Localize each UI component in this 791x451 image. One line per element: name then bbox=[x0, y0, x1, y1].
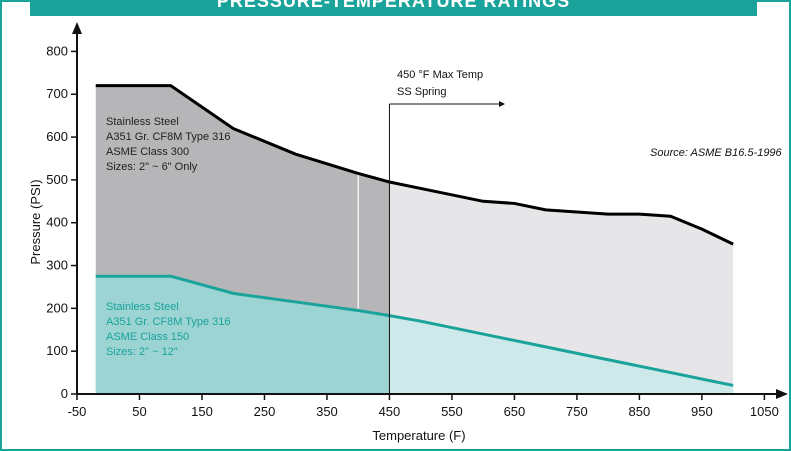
class150-line bbox=[95, 274, 734, 387]
x-tick-label: 550 bbox=[441, 404, 463, 419]
class150-area-right bbox=[389, 315, 734, 394]
y-tick-label: 100 bbox=[46, 343, 68, 358]
class300-note-line: ASME Class 300 bbox=[106, 146, 189, 158]
x-tick-label: 850 bbox=[629, 404, 651, 419]
y-tick-label: 700 bbox=[46, 86, 68, 101]
y-tick-label: 500 bbox=[46, 172, 68, 187]
x-axis-title: Temperature (F) bbox=[372, 428, 465, 443]
y-tick-label: 800 bbox=[46, 43, 68, 58]
class300-note-line: Stainless Steel bbox=[106, 116, 179, 128]
series-lines bbox=[95, 84, 734, 387]
tick-labels: 0 100 200 300 400 500 600 700 800 -50 50 150 250 350 4… bbox=[46, 43, 779, 419]
class150-note-line: Stainless Steel bbox=[106, 301, 179, 313]
class300-note-line: A351 Gr. CF8M Type 316 bbox=[106, 131, 231, 143]
y-tick-label: 300 bbox=[46, 258, 68, 273]
class300-note-line: Sizes: 2" ~ 6" Only bbox=[106, 161, 198, 173]
x-axis-arrow-icon bbox=[776, 389, 788, 399]
y-tick-label: 400 bbox=[46, 215, 68, 230]
class150-note-line: A351 Gr. CF8M Type 316 bbox=[106, 316, 231, 328]
x-tick-label: 150 bbox=[191, 404, 213, 419]
class150-note-line: ASME Class 150 bbox=[106, 331, 189, 343]
max-temp-annotation: 450 °F Max Temp SS Spring bbox=[388, 69, 505, 394]
source-note: Source: ASME B16.5-1996 bbox=[650, 147, 783, 159]
x-tick-label: 950 bbox=[691, 404, 713, 419]
x-tick-label: 250 bbox=[254, 404, 276, 419]
chart-title: PRESSURE-TEMPERATURE RATINGS bbox=[30, 0, 757, 16]
y-axis-arrow-icon bbox=[72, 22, 82, 34]
class150-note: Stainless Steel A351 Gr. CF8M Type 316 A… bbox=[106, 301, 231, 358]
spring-label: SS Spring bbox=[397, 86, 447, 98]
x-tick-label: 450 bbox=[379, 404, 401, 419]
max-temp-label: 450 °F Max Temp bbox=[397, 69, 483, 81]
y-axis-title: Pressure (PSI) bbox=[28, 179, 43, 264]
axes bbox=[71, 22, 788, 400]
x-tick-label: 350 bbox=[316, 404, 338, 419]
x-tick-label: 1050 bbox=[750, 404, 779, 419]
class300-note: Stainless Steel A351 Gr. CF8M Type 316 A… bbox=[106, 116, 231, 173]
x-tick-label: 50 bbox=[132, 404, 146, 419]
area-fills bbox=[95, 85, 734, 394]
y-tick-label: 200 bbox=[46, 300, 68, 315]
x-tick-label: 750 bbox=[566, 404, 588, 419]
max-temp-arrow-icon bbox=[499, 101, 505, 107]
y-tick-label: 0 bbox=[61, 386, 68, 401]
x-tick-label: -50 bbox=[68, 404, 87, 419]
class150-note-line: Sizes: 2" ~ 12" bbox=[106, 346, 178, 358]
class300-line bbox=[95, 84, 734, 246]
y-tick-label: 600 bbox=[46, 129, 68, 144]
x-tick-label: 650 bbox=[504, 404, 526, 419]
